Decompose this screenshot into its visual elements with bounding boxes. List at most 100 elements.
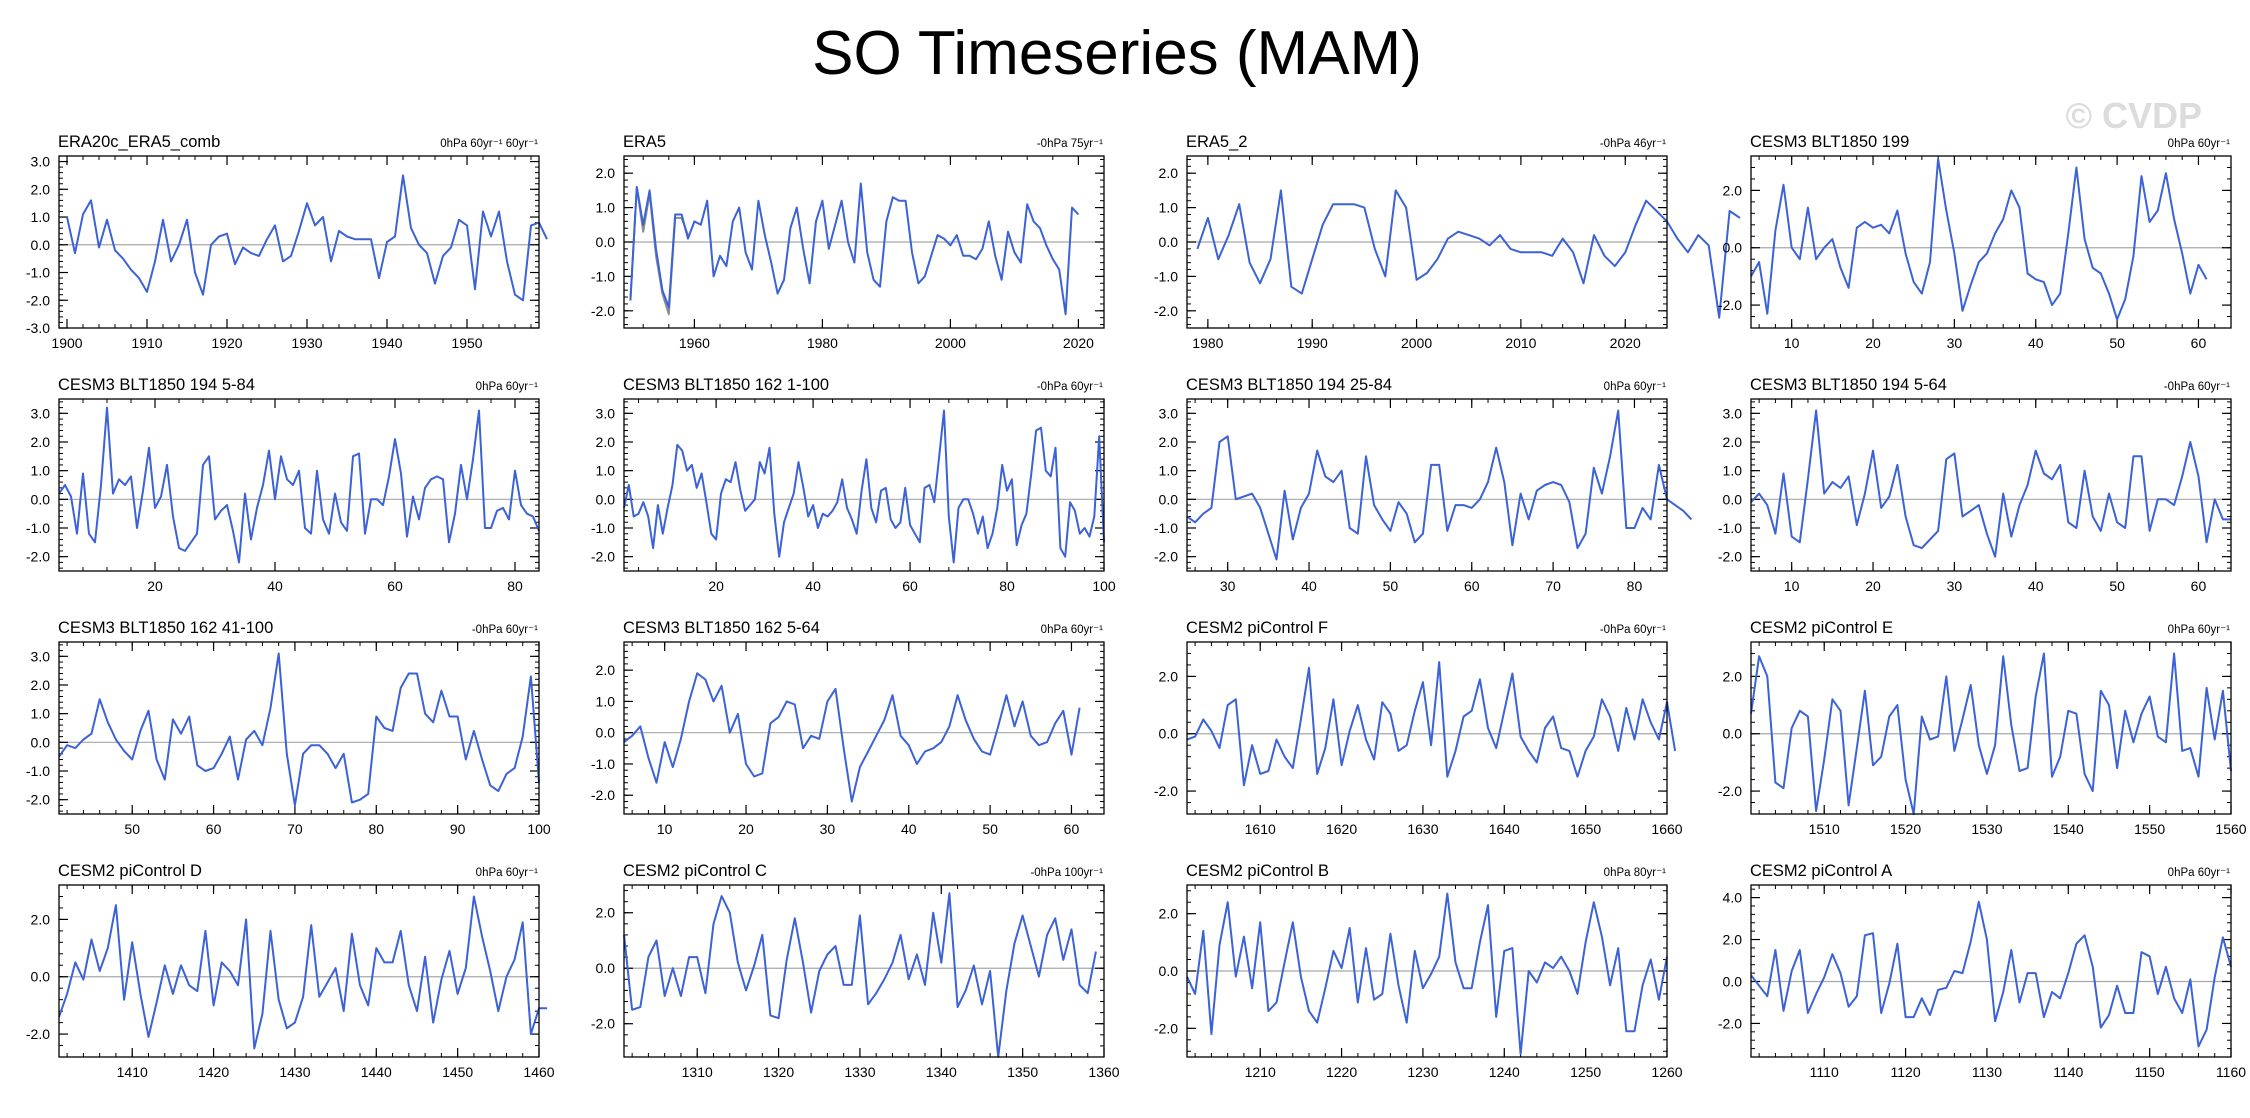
x-tick-label: 40	[2028, 578, 2044, 594]
panel-title: CESM2 piControl D	[58, 862, 202, 880]
x-tick-label: 1960	[679, 335, 710, 351]
panel-trend-label: 0hPa 60yr⁻¹	[2168, 624, 2230, 636]
x-tick-label: 50	[2109, 335, 2125, 351]
x-tick-label: 50	[124, 821, 140, 837]
y-tick-label: 3.0	[1723, 405, 1743, 421]
y-tick-label: 2.0	[1159, 165, 1179, 181]
chart-panel-7: CESM3 BLT1850 194 25-84 0hPa 60yr⁻¹ -2.0 -1…	[1154, 376, 1693, 594]
x-tick-label: 60	[2191, 578, 2207, 594]
x-tick-label: 1150	[2135, 1064, 2165, 1080]
panel-trend-label: 0hPa 80yr⁻¹	[1604, 867, 1666, 879]
x-tick-label: 1330	[844, 1064, 875, 1080]
y-tick-label: 2.0	[31, 181, 51, 197]
x-tick-label: 30	[1220, 578, 1236, 594]
series-line	[1196, 189, 1741, 319]
plot-frame	[1750, 884, 2232, 1058]
x-tick-label: 1160	[2216, 1064, 2246, 1080]
panel-title: CESM3 BLT1850 199	[1750, 133, 1909, 151]
chart-panel-9: CESM3 BLT1850 162 41-100 -0hPa 60yr⁻¹ -2.0…	[26, 619, 551, 837]
panel-title: CESM2 piControl B	[1186, 862, 1329, 880]
y-tick-label: -2.0	[26, 549, 50, 565]
chart-panel-8: CESM3 BLT1850 194 5-64 -0hPa 60yr⁻¹ -2.0 -1…	[1718, 376, 2232, 594]
x-tick-label: 1340	[926, 1064, 957, 1080]
x-tick-label: 1450	[442, 1064, 473, 1080]
x-tick-label: 2000	[1401, 335, 1432, 351]
panel-title: CESM3 BLT1850 194 25-84	[1186, 376, 1392, 394]
x-tick-label: 1310	[682, 1064, 713, 1080]
x-tick-label: 1120	[1891, 1064, 1921, 1080]
y-tick-label: -1.0	[1154, 520, 1178, 536]
x-tick-label: 2020	[1610, 335, 1641, 351]
y-tick-label: 0.0	[596, 234, 616, 250]
y-tick-label: 3.0	[31, 154, 51, 170]
y-tick-label: 2.0	[1159, 668, 1179, 684]
panel-trend-label: 0hPa 60yr⁻¹	[1041, 624, 1103, 636]
panel-title: CESM3 BLT1850 162 5-64	[623, 619, 820, 637]
y-tick-label: 0.0	[596, 725, 616, 741]
x-tick-label: 50	[982, 821, 998, 837]
y-tick-label: 2.0	[1159, 906, 1179, 922]
x-tick-label: 1550	[2134, 821, 2165, 837]
y-tick-label: -2.0	[591, 303, 615, 319]
plot-frame	[58, 641, 540, 815]
y-tick-label: 0.0	[31, 969, 51, 985]
panel-title: CESM2 piControl A	[1750, 862, 1892, 880]
y-tick-label: 3.0	[1159, 405, 1179, 421]
y-tick-label: -1.0	[26, 520, 50, 536]
panel-trend-label: 0hPa 60yr⁻¹	[476, 381, 538, 393]
x-tick-label: 1320	[763, 1064, 794, 1080]
y-tick-label: -2.0	[1154, 549, 1178, 565]
series-line	[58, 895, 548, 1050]
chart-panel-11: CESM2 piControl F -0hPa 60yr⁻¹ -2.0 0.0 2.0 1…	[1154, 619, 1683, 837]
x-tick-label: 1430	[279, 1064, 310, 1080]
y-tick-label: -3.0	[26, 320, 50, 336]
y-tick-label: 2.0	[596, 662, 616, 678]
chart-panel-6: CESM3 BLT1850 162 1-100 -0hPa 60yr⁻¹ -2.0 -…	[591, 376, 1116, 594]
panel-trend-label: 0hPa 60yr⁻¹	[2168, 138, 2230, 150]
y-tick-label: 0.0	[596, 960, 616, 976]
y-tick-label: -2.0	[591, 787, 615, 803]
series-line	[1186, 661, 1677, 787]
y-tick-label: -2.0	[1154, 303, 1178, 319]
x-tick-label: 1950	[451, 335, 482, 351]
x-tick-label: 1910	[131, 335, 162, 351]
y-tick-label: 1.0	[1723, 463, 1743, 479]
x-tick-label: 10	[1784, 335, 1800, 351]
x-tick-label: 80	[507, 578, 523, 594]
panel-trend-label: -0hPa 60yr⁻¹	[472, 624, 538, 636]
y-tick-label: -1.0	[26, 763, 50, 779]
x-tick-label: 80	[368, 821, 384, 837]
x-tick-label: 1650	[1570, 821, 1601, 837]
y-tick-label: 0.0	[1723, 726, 1743, 742]
y-tick-label: 3.0	[31, 648, 51, 664]
x-tick-label: 100	[527, 821, 551, 837]
x-tick-label: 20	[708, 578, 724, 594]
series-line	[1750, 157, 2208, 321]
series-line	[58, 652, 540, 807]
y-tick-label: 0.0	[1159, 491, 1179, 507]
y-tick-label: -2.0	[1718, 549, 1742, 565]
x-tick-label: 1230	[1407, 1064, 1438, 1080]
figure-title: SO Timeseries (MAM)	[812, 19, 1422, 88]
panel-trend-label: -0hPa 60yr⁻¹	[1037, 381, 1103, 393]
y-tick-label: 2.0	[1723, 182, 1743, 198]
y-tick-label: 2.0	[1723, 434, 1743, 450]
x-tick-label: 30	[1947, 578, 1963, 594]
y-tick-label: 2.0	[596, 165, 616, 181]
panel-trend-label: -0hPa 60yr⁻¹	[2164, 381, 2230, 393]
y-tick-label: -2.0	[26, 792, 50, 808]
y-tick-label: 0.0	[31, 491, 51, 507]
y-tick-label: 0.0	[1723, 240, 1743, 256]
panel-trend-label: -0hPa 100yr⁻¹	[1030, 867, 1103, 879]
chart-panel-4: CESM3 BLT1850 199 0hPa 60yr⁻¹ -2.0 0.0 2.0 10…	[1718, 133, 2232, 351]
x-tick-label: 1130	[1972, 1064, 2002, 1080]
y-tick-label: 1.0	[596, 200, 616, 216]
y-tick-label: 0.0	[1159, 726, 1179, 742]
plot-frame	[1186, 641, 1668, 815]
plot-frame	[623, 884, 1105, 1058]
chart-panel-2: ERA5 -0hPa 75yr⁻¹ -2.0 -1.0 0.0 1.0 2.0 1960 198…	[591, 133, 1105, 351]
x-tick-label: 50	[1383, 578, 1399, 594]
x-tick-label: 60	[206, 821, 222, 837]
y-tick-label: 2.0	[1723, 932, 1743, 948]
chart-panel-16: CESM2 piControl A 0hPa 60yr⁻¹ -2.0 0.0 2.0 4.…	[1718, 862, 2246, 1080]
